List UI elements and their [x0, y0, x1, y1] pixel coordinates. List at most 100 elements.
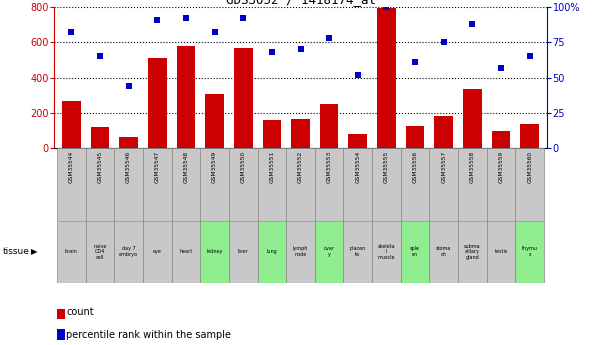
Bar [114, 221, 143, 283]
Text: GSM35556: GSM35556 [413, 151, 418, 184]
Point [439, 40, 448, 45]
Title: GDS3052 / 1418174_at: GDS3052 / 1418174_at [225, 0, 376, 6]
Text: GSM35554: GSM35554 [355, 151, 361, 184]
Bar [85, 221, 114, 283]
Bar [200, 221, 229, 283]
Bar [62, 101, 81, 148]
Text: testis: testis [495, 249, 508, 254]
Text: day 7
embryо: day 7 embryо [119, 246, 138, 257]
Bar [315, 148, 344, 221]
Bar [57, 221, 85, 283]
Text: GSM35558: GSM35558 [470, 151, 475, 184]
Bar [286, 148, 315, 221]
Point [382, 4, 391, 10]
Point [296, 47, 305, 52]
Text: GSM35548: GSM35548 [183, 151, 188, 184]
Bar [286, 221, 315, 283]
Text: GSM35552: GSM35552 [298, 151, 303, 184]
Text: GSM35559: GSM35559 [499, 151, 504, 184]
Text: brain: brain [65, 249, 78, 254]
Bar [315, 221, 344, 283]
Point [353, 72, 362, 78]
Point [239, 16, 248, 21]
Text: GSM35546: GSM35546 [126, 151, 131, 184]
Text: GSM35549: GSM35549 [212, 151, 217, 184]
Point [325, 35, 334, 41]
Bar [377, 8, 396, 148]
Text: count: count [66, 307, 94, 317]
Point [181, 16, 191, 21]
Text: percentile rank within the sample: percentile rank within the sample [66, 330, 231, 339]
Text: tissue: tissue [3, 247, 30, 256]
Text: GSM35553: GSM35553 [327, 151, 332, 184]
Text: lymph
node: lymph node [293, 246, 308, 257]
Bar [200, 148, 229, 221]
Point [267, 49, 276, 55]
Text: stoma
ch: stoma ch [436, 246, 451, 257]
Bar [171, 221, 200, 283]
Point [95, 54, 105, 59]
Bar [492, 131, 510, 148]
Bar [143, 221, 171, 283]
Bar [349, 134, 367, 148]
Bar [430, 148, 458, 221]
Bar [85, 148, 114, 221]
Text: ovar
y: ovar y [324, 246, 335, 257]
Bar [372, 221, 401, 283]
Text: placen
ta: placen ta [350, 246, 366, 257]
Text: GSM35547: GSM35547 [154, 151, 160, 184]
Bar [320, 104, 338, 148]
Text: liver: liver [238, 249, 249, 254]
Point [67, 30, 76, 35]
Point [124, 83, 133, 89]
Bar [516, 221, 544, 283]
Bar [401, 148, 430, 221]
Text: skeleta
l
muscle: skeleta l muscle [377, 244, 395, 260]
Bar [257, 221, 286, 283]
Bar [229, 221, 257, 283]
Bar [229, 148, 257, 221]
Text: kidney: kidney [206, 249, 223, 254]
Bar [171, 148, 200, 221]
Text: subma
xillary
gland: subma xillary gland [464, 244, 481, 260]
Bar [401, 221, 430, 283]
Text: GSM35550: GSM35550 [240, 151, 246, 184]
Point [153, 17, 162, 22]
Bar [91, 127, 109, 148]
Text: lung: lung [266, 249, 277, 254]
Text: eye: eye [153, 249, 162, 254]
Text: GSM35544: GSM35544 [69, 151, 74, 184]
Bar [458, 148, 487, 221]
Text: heart: heart [179, 249, 192, 254]
Bar [234, 48, 252, 148]
Point [210, 30, 219, 35]
Text: GSM35560: GSM35560 [527, 151, 532, 184]
Bar [487, 148, 516, 221]
Bar [257, 148, 286, 221]
Bar [406, 126, 424, 148]
Bar [458, 221, 487, 283]
Point [468, 21, 477, 27]
Text: sple
en: sple en [410, 246, 420, 257]
Bar [430, 221, 458, 283]
Point [496, 65, 506, 70]
Text: naive
CD4
cell: naive CD4 cell [93, 244, 106, 260]
Bar [487, 221, 516, 283]
Bar [344, 221, 372, 283]
Bar [516, 148, 544, 221]
Bar [114, 148, 143, 221]
Point [410, 59, 420, 65]
Bar [263, 120, 281, 148]
Bar [119, 137, 138, 148]
Bar [435, 116, 453, 148]
Bar [463, 89, 482, 148]
Bar [205, 95, 224, 148]
Text: GSM35555: GSM35555 [384, 151, 389, 184]
Text: GSM35551: GSM35551 [269, 151, 274, 184]
Bar [291, 119, 310, 148]
Bar [57, 148, 85, 221]
Text: ▶: ▶ [31, 247, 38, 256]
Text: thymu
s: thymu s [522, 246, 538, 257]
Bar [520, 125, 539, 148]
Text: GSM35557: GSM35557 [441, 151, 447, 184]
